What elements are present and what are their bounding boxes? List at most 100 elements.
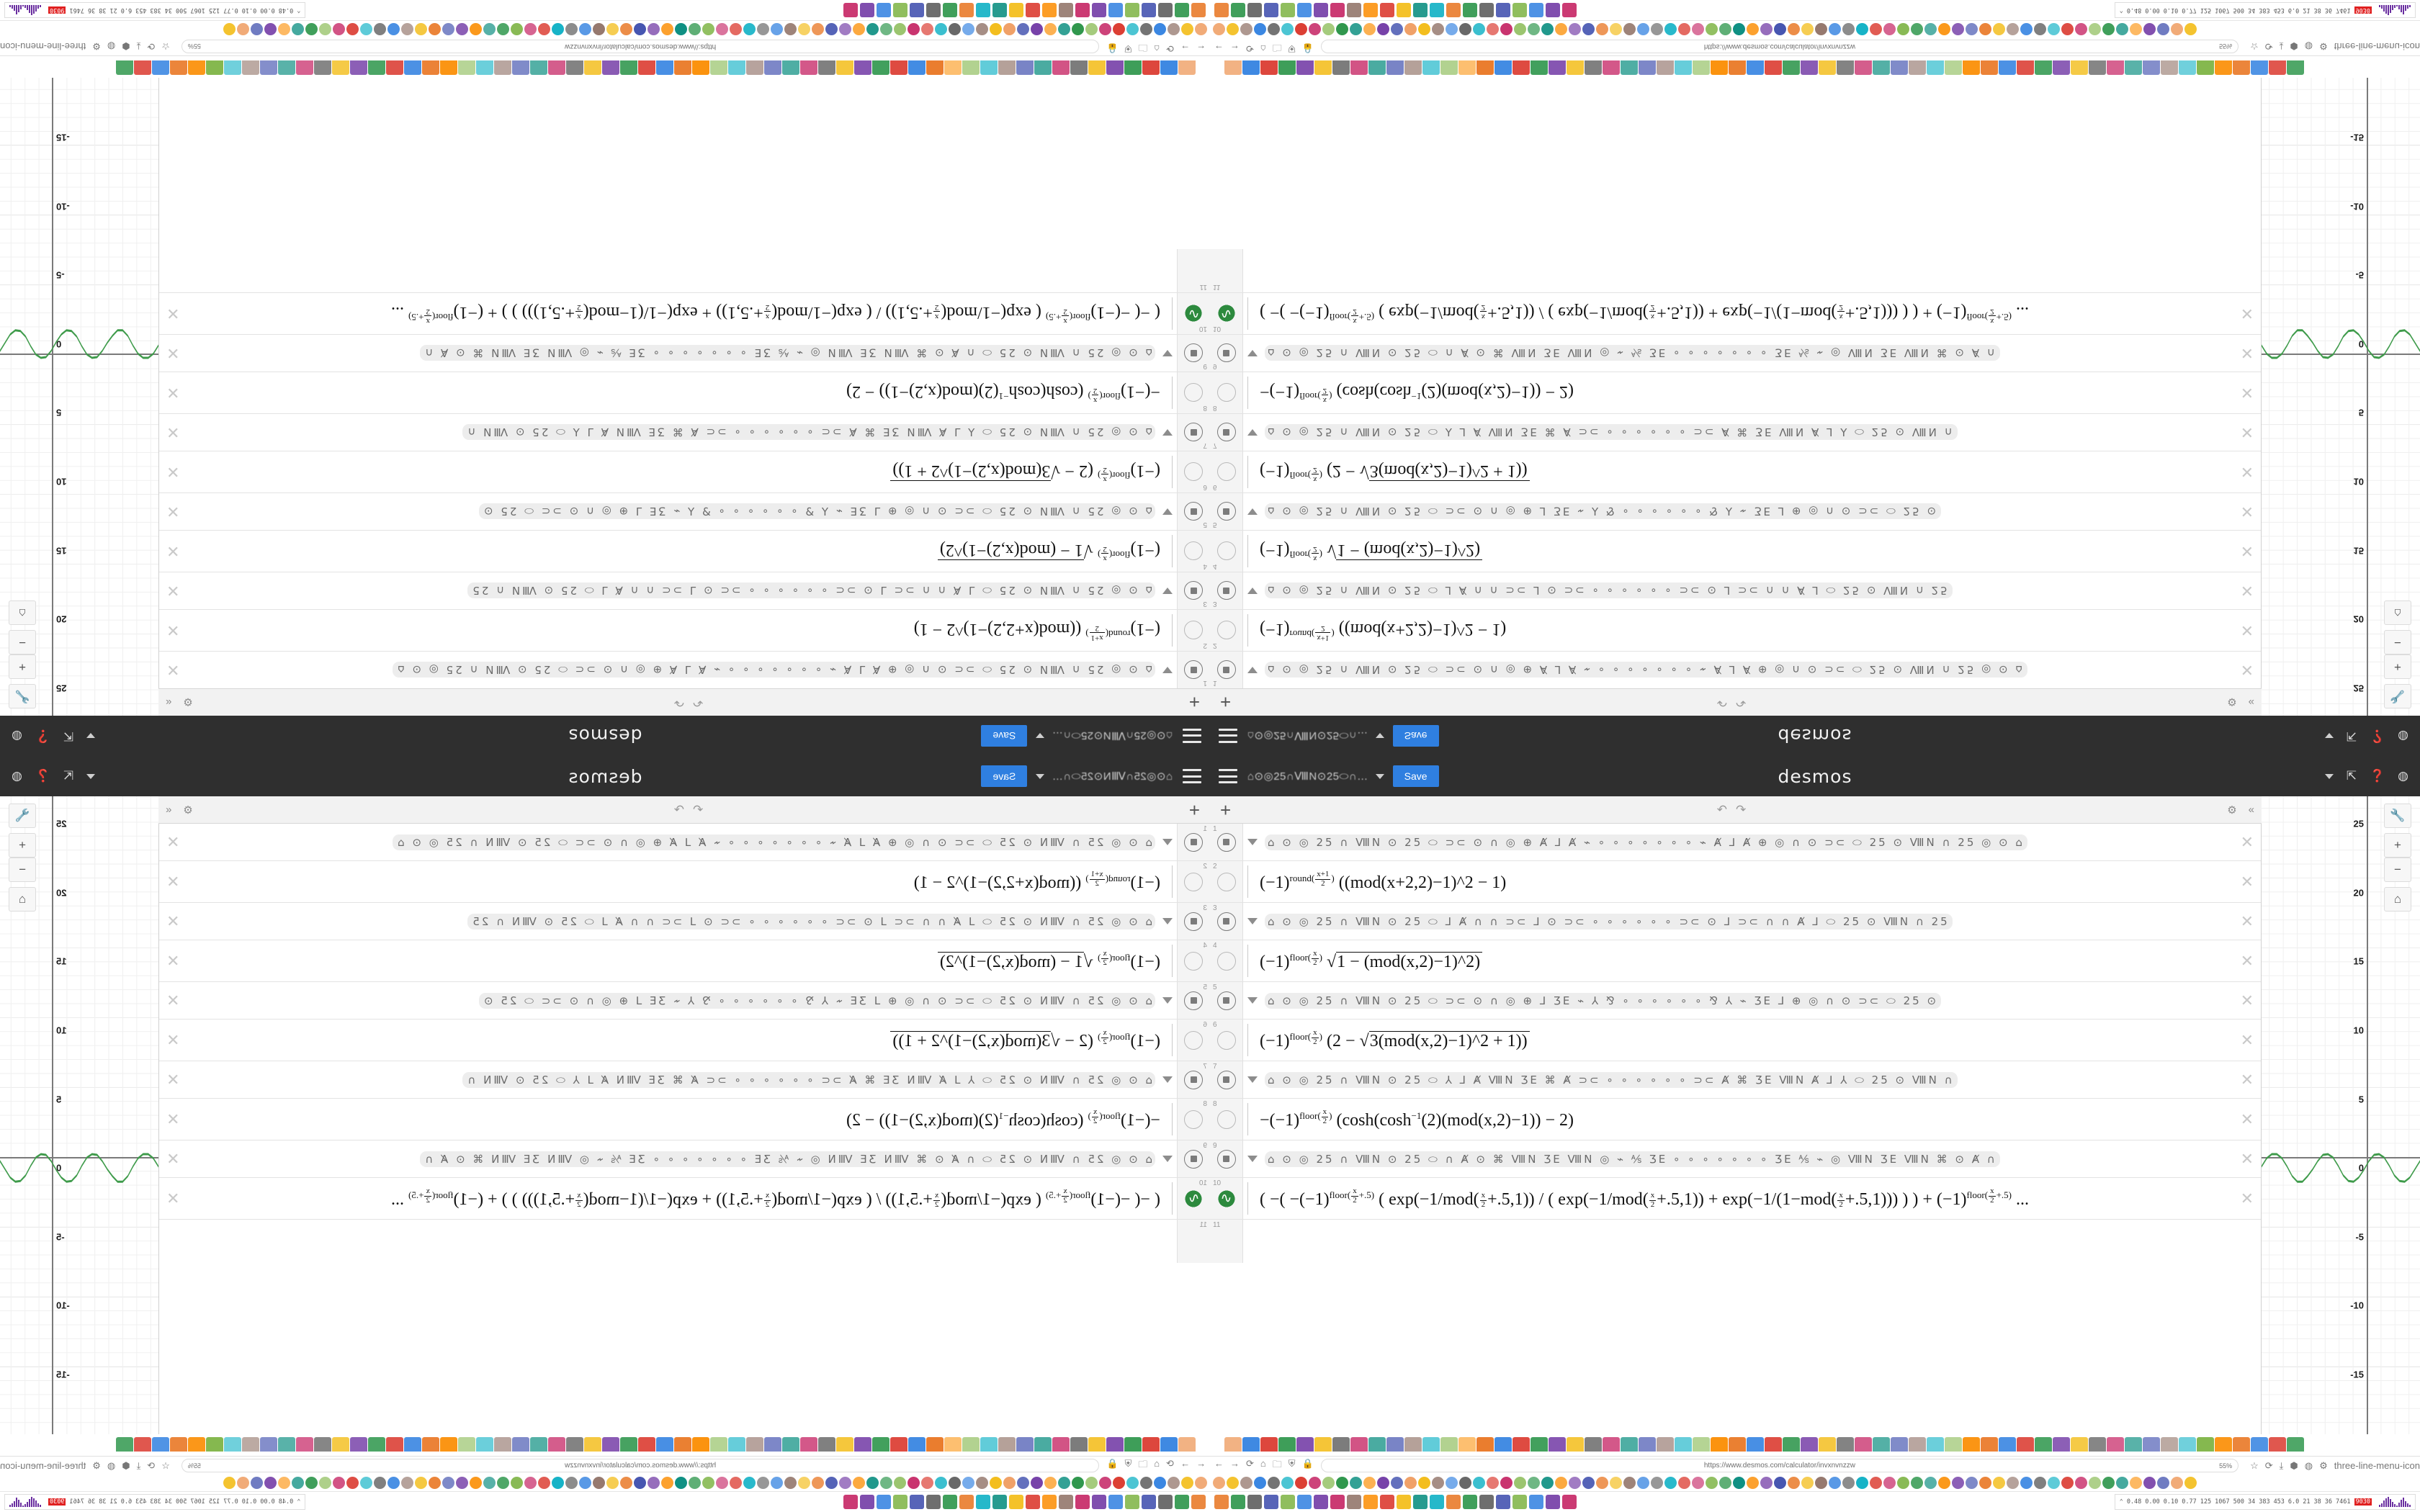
browser-tab[interactable]	[512, 1437, 529, 1452]
bookmark-item[interactable]	[1168, 1477, 1180, 1489]
delete-expression-icon[interactable]: ✕	[166, 1030, 180, 1049]
browser-tab[interactable]	[1747, 1437, 1764, 1452]
expression-row[interactable]: 7 ⌂ ⊙ ◎ 25 ∩ ⅧN ⊙ 25 ⬭ ⅄ ⅃ Ⱥ ⅧN ƷE ⌘ Ⱥ ⊃⊂…	[159, 413, 1210, 451]
bookmark-folder-icon[interactable]: 🗀	[1138, 1458, 1148, 1470]
taskbar-app-icon[interactable]	[992, 3, 1007, 17]
browser-tab[interactable]	[746, 1437, 763, 1452]
bookmark-item[interactable]	[1350, 1477, 1362, 1489]
browser-tab[interactable]	[1476, 60, 1494, 75]
taskbar-app-icon[interactable]	[1463, 3, 1477, 17]
expression-body[interactable]: ⌂ ⊙ ◎ 25 ∩ ⅧN ⊙ 25 ⬭ ⅃ Ⱥ ∩ ∩ ⊃⊂ ⅃ ⊙ ⊃⊂ ∘…	[159, 903, 1177, 940]
browser-tab[interactable]	[1531, 60, 1548, 75]
browser-tab[interactable]	[1016, 1437, 1034, 1452]
browser-tab[interactable]	[800, 1437, 817, 1452]
omnibar-actions[interactable]: ☆ ⟳ ⤓ ⬢ ◍ ⚙ three-line-menu-icon	[0, 1460, 170, 1472]
bookmark-item[interactable]	[2048, 1477, 2060, 1489]
bookmark-item[interactable]	[812, 23, 824, 35]
bookmark-item[interactable]	[1911, 1477, 1923, 1489]
bookmark-item[interactable]	[2075, 1477, 2087, 1489]
browser-tab[interactable]	[1657, 1437, 1674, 1452]
delete-expression-icon[interactable]: ✕	[166, 463, 180, 482]
omnibar-actions[interactable]: ☆ ⟳ ⤓ ⬢ ◍ ⚙ three-line-menu-icon	[2250, 1460, 2420, 1472]
empty-bullet[interactable]	[1184, 872, 1204, 891]
browser-tab[interactable]	[872, 1437, 889, 1452]
bookmark-item[interactable]	[661, 1477, 673, 1489]
disclosure-triangle-icon[interactable]	[1247, 1156, 1258, 1162]
browser-tab[interactable]	[1422, 1437, 1440, 1452]
empty-bullet[interactable]	[1216, 383, 1236, 402]
browser-tab[interactable]	[638, 1437, 655, 1452]
bookmark-item[interactable]	[798, 1477, 810, 1489]
bookmark-item[interactable]	[1213, 23, 1225, 35]
extension-icon[interactable]: ⬢	[122, 41, 130, 53]
bookmark-item[interactable]	[1240, 23, 1252, 35]
expression-row[interactable]: 6 (−1)floor(x 2) (2 − √3(mod(x,2)−1)^2 + 1…	[159, 1020, 1210, 1061]
browser-tab[interactable]	[656, 1437, 673, 1452]
bookmark-item[interactable]	[1514, 1477, 1526, 1489]
browser-tab[interactable]	[1088, 60, 1106, 75]
bookmark-item[interactable]	[1596, 23, 1608, 35]
disclosure-triangle-icon[interactable]	[1162, 1076, 1173, 1083]
delete-expression-icon[interactable]: ✕	[166, 1149, 180, 1168]
expression-row[interactable]: 2 (−1)round(x+1 2) ((mod(x+2,2)−1)^2 − 1) ✕	[1210, 609, 2261, 651]
browser-tab[interactable]	[1999, 60, 2016, 75]
bookmark-item[interactable]	[1295, 23, 1307, 35]
browser-tab[interactable]	[1160, 60, 1178, 75]
note-bullet-filled[interactable]	[1216, 1070, 1236, 1089]
taskbar-app-icon[interactable]	[1214, 3, 1229, 17]
expression-body[interactable]: −(−1)floor(x 2) (cosh(cosh−1(2)(mod(x,2)−…	[159, 372, 1177, 413]
browser-tab[interactable]	[404, 1437, 421, 1452]
taskbar-app-icon[interactable]	[1562, 3, 1577, 17]
browser-menu-icon[interactable]: three-line-menu-icon	[2334, 1459, 2420, 1471]
bookmark-item[interactable]	[223, 23, 236, 35]
bookmark-item[interactable]	[1072, 1477, 1084, 1489]
browser-tab[interactable]	[1585, 60, 1602, 75]
browser-tab[interactable]	[998, 60, 1016, 75]
expression-body[interactable]: ⌂ ⊙ ◎ 25 ∩ ⅧN ⊙ 25 ⬭ ⊃⊂ ⊙ ∩ ◎ ⊕ Ⱥ ⅃ Ⱥ ⌁ …	[1243, 824, 2261, 860]
delete-expression-icon[interactable]: ✕	[2240, 344, 2254, 363]
note-bullet-filled[interactable]	[1216, 832, 1236, 852]
browser-tab[interactable]	[1963, 1437, 1980, 1452]
browser-tab[interactable]	[1603, 60, 1620, 75]
delete-expression-icon[interactable]: ✕	[166, 582, 180, 600]
bookmark-item[interactable]	[908, 1477, 920, 1489]
browser-tab[interactable]	[350, 1437, 367, 1452]
delete-expression-icon[interactable]: ✕	[2240, 991, 2254, 1009]
bookmark-item[interactable]	[360, 23, 372, 35]
bookmark-item[interactable]	[251, 23, 263, 35]
bookmark-item[interactable]	[1309, 1477, 1321, 1489]
bookmark-item[interactable]	[2184, 23, 2197, 35]
delete-expression-icon[interactable]: ✕	[2240, 1030, 2254, 1049]
taskbar-app-icon[interactable]	[877, 3, 891, 17]
taskbar-app-icon[interactable]	[1125, 1495, 1139, 1509]
bookmark-item[interactable]	[921, 23, 933, 35]
empty-bullet[interactable]	[1184, 1110, 1204, 1129]
hamburger-menu-icon[interactable]	[1183, 729, 1201, 743]
expression-row[interactable]: 5 ⌂ ⊙ ◎ 25 ∩ ⅧN ⊙ 25 ⬭ ⊃⊂ ⊙ ∩ ◎ ⊕ ⅃ ƷE ⌁ …	[159, 982, 1210, 1020]
expression-body[interactable]: ⌂ ⊙ ◎ 25 ∩ ⅧN ⊙ 25 ⬭ ⅄ ⅃ Ⱥ ⅧN ƷE ⌘ Ⱥ ⊃⊂ …	[159, 414, 1177, 451]
download-icon[interactable]: ⤓	[136, 41, 141, 53]
bookmark-item[interactable]	[2075, 23, 2087, 35]
browser-tab[interactable]	[1052, 60, 1070, 75]
browser-tab[interactable]	[1639, 60, 1656, 75]
expression-row[interactable]: 1 ⌂ ⊙ ◎ 25 ∩ ⅧN ⊙ 25 ⬭ ⊃⊂ ⊙ ∩ ◎ ⊕ Ⱥ ⅃ Ⱥ ⌁…	[1210, 824, 2261, 861]
bookmark-item[interactable]	[1897, 23, 1909, 35]
expression-row[interactable]: 4 (−1)floor(x 2) √1 − (mod(x,2)−1)^2) ✕	[159, 530, 1210, 572]
graph-green-icon[interactable]	[1216, 1189, 1236, 1208]
browser-tab[interactable]	[1368, 1437, 1386, 1452]
bookmark-item[interactable]	[1500, 1477, 1512, 1489]
browser-menu-icon[interactable]: three-line-menu-icon	[2334, 41, 2420, 53]
bookmark-item[interactable]	[1044, 23, 1057, 35]
browser-tab[interactable]	[1124, 1437, 1142, 1452]
taskbar-app-icon[interactable]	[893, 1495, 908, 1509]
delete-expression-icon[interactable]: ✕	[166, 951, 180, 970]
bookmark-item[interactable]	[2171, 1477, 2183, 1489]
bookmark-item[interactable]	[2007, 1477, 2019, 1489]
bookmark-item[interactable]	[1842, 23, 1855, 35]
math-expression[interactable]: −(−1)floor(x 2) (cosh(cosh−1(2)(mod(x,2)−…	[846, 1107, 1160, 1130]
empty-bullet[interactable]	[1216, 462, 1236, 482]
expression-row[interactable]: 7 ⌂ ⊙ ◎ 25 ∩ ⅧN ⊙ 25 ⬭ ⅄ ⅃ Ⱥ ⅧN ƷE ⌘ Ⱥ ⊃⊂…	[1210, 413, 2261, 451]
browser-tab[interactable]	[1603, 1437, 1620, 1452]
bookmark-item[interactable]	[1610, 23, 1622, 35]
